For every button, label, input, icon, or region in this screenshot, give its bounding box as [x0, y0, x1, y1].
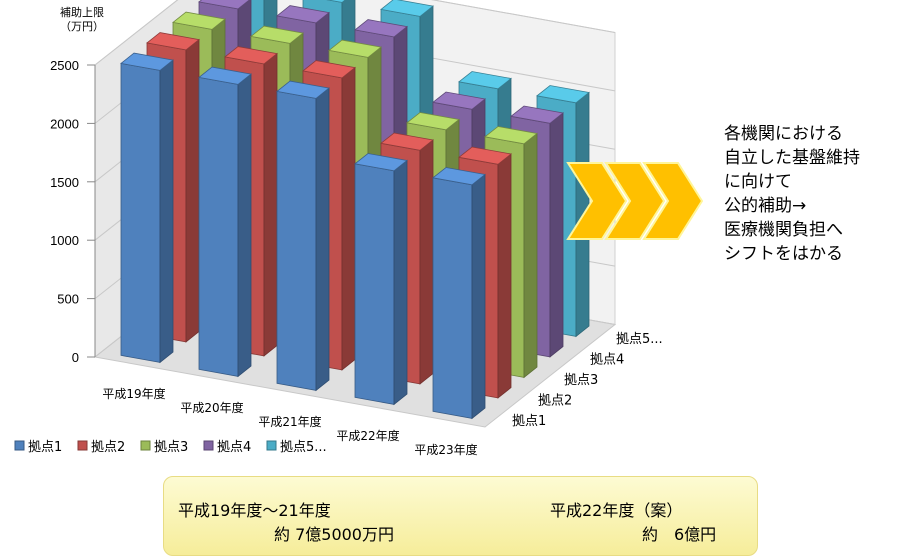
bar-top-face — [380, 132, 434, 151]
summary-box: 平成19年度～21年度 約 7億5000万円 平成22年度（案） 約 6億円 — [163, 476, 758, 556]
bar-side-face — [497, 153, 512, 399]
legend-label: 拠点4 — [217, 440, 251, 455]
bar-side-face — [393, 159, 408, 406]
bar-side-face — [549, 112, 564, 358]
bar-front-face — [354, 163, 395, 405]
callout-text: 各機関における 自立した基盤維持 に向けて 公的補助→ 医療機関負担へ シフトを… — [724, 122, 894, 266]
bar-top-face — [146, 32, 200, 51]
callout-line: 各機関における — [724, 124, 843, 144]
legend-label: 拠点3 — [154, 440, 188, 455]
callout-line: に向けて — [724, 172, 792, 192]
bar-side-face — [263, 52, 278, 357]
chevron-arrow-icon — [642, 162, 704, 240]
bar-top-face — [484, 126, 538, 145]
bar-拠点1-平成23年度 — [432, 167, 486, 420]
x-tick-label: 平成22年度 — [336, 428, 399, 443]
callout-line: 医療機関負担へ — [724, 220, 843, 240]
bar-top-face — [354, 19, 408, 38]
legend-swatch — [140, 440, 151, 451]
legend-label: 拠点1 — [28, 440, 62, 455]
bar-拠点1-平成19年度 — [120, 52, 174, 364]
chevron-arrow-icon — [566, 162, 628, 240]
bar-拠点1-平成20年度 — [198, 66, 252, 378]
bar-side-face — [315, 87, 330, 392]
bar-top-face — [510, 105, 564, 124]
callout-line: 公的補助→ — [724, 196, 807, 216]
bar-front-face — [198, 76, 239, 377]
legend-swatch — [77, 440, 88, 451]
depth-tick-label: 拠点5... — [616, 332, 663, 347]
depth-tick-label: 拠点1 — [512, 414, 546, 429]
bar-side-face — [237, 73, 252, 378]
depth-tick-label: 拠点4 — [590, 352, 624, 367]
x-tick-label: 平成19年度 — [102, 386, 165, 401]
bar-拠点1-平成21年度 — [276, 80, 330, 392]
bar-top-face — [432, 167, 486, 186]
bar-top-face — [172, 11, 226, 30]
legend-label: 拠点2 — [91, 440, 125, 455]
bar-side-face — [159, 59, 174, 364]
y-axis-title-line1: 補助上限 — [60, 6, 104, 19]
y-tick-label: 1000 — [50, 233, 79, 248]
bar-top-face — [536, 85, 590, 104]
bar-top-face — [198, 66, 252, 85]
y-tick-label: 0 — [72, 350, 79, 365]
bar-top-face — [328, 39, 382, 58]
x-tick-label: 平成21年度 — [258, 414, 321, 429]
legend-label: 拠点5... — [280, 440, 327, 455]
bar-top-face — [354, 153, 408, 172]
summary-left-amount: 約 7億5000万円 — [274, 525, 394, 544]
gridline — [94, 0, 616, 66]
legend-swatch — [266, 440, 277, 451]
legend-swatch — [203, 440, 214, 451]
bar-top-face — [276, 5, 330, 24]
bar-top-face — [198, 0, 250, 10]
bar-top-face — [250, 25, 304, 44]
x-tick-label: 平成23年度 — [414, 442, 477, 457]
bar-top-face — [120, 52, 174, 71]
y-tick-label: 2000 — [50, 116, 79, 131]
bar-top-face — [458, 146, 512, 165]
bar-side-face — [185, 38, 200, 343]
bar-top-face — [326, 0, 346, 3]
summary-right-period: 平成22年度（案） — [550, 501, 683, 520]
bar-top-face — [432, 91, 486, 110]
bar-side-face — [523, 132, 538, 379]
depth-tick-label: 拠点3 — [564, 373, 598, 388]
x-tick-label: 平成20年度 — [180, 400, 243, 415]
callout-line: シフトをはかる — [724, 244, 843, 264]
bar-side-face — [341, 66, 356, 371]
bar-top-face — [224, 46, 278, 65]
bar-top-face — [458, 71, 512, 90]
y-tick-label: 2500 — [50, 58, 79, 73]
y-tick-label: 500 — [57, 292, 79, 307]
bar-side-face — [471, 173, 486, 420]
bar-front-face — [276, 90, 317, 391]
depth-tick-label: 拠点2 — [538, 393, 572, 408]
y-axis-title-line2: （万円） — [60, 20, 104, 33]
bar-front-face — [120, 62, 161, 363]
bar-front-face — [432, 177, 473, 419]
bar-拠点1-平成22年度 — [354, 153, 408, 406]
summary-left-period: 平成19年度～21年度 — [178, 501, 331, 520]
bar-top-face — [276, 80, 330, 99]
summary-right-amount: 約 6億円 — [642, 525, 717, 544]
y-axis-title: 補助上限 （万円） — [60, 6, 104, 34]
y-tick-label: 1500 — [50, 175, 79, 190]
callout-line: 自立した基盤維持 — [724, 148, 860, 168]
bar-top-face — [406, 112, 460, 131]
legend-swatch — [14, 440, 25, 451]
chevron-arrow-icon — [604, 162, 666, 240]
bar-top-face — [302, 60, 356, 79]
bar-top-face — [380, 0, 434, 17]
bar-side-face — [419, 139, 434, 385]
